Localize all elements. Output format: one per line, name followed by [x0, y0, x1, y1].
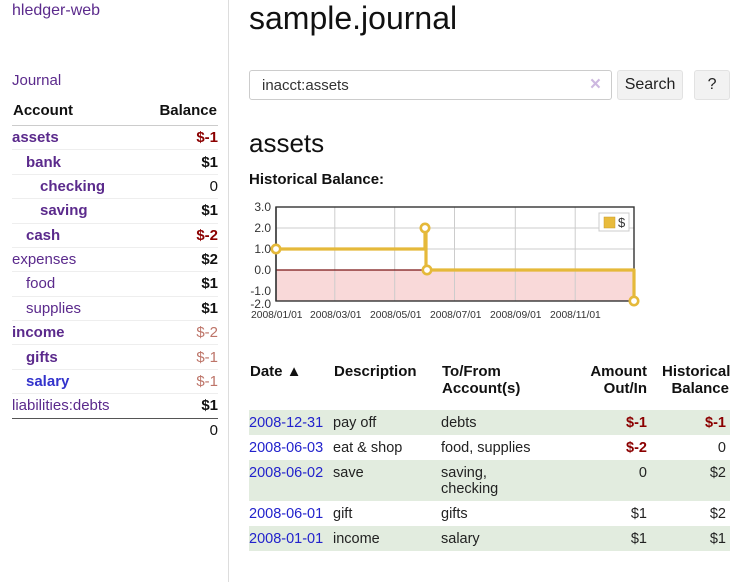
svg-text:3.0: 3.0	[254, 200, 271, 214]
svg-text:2008/05/01: 2008/05/01	[370, 310, 422, 320]
svg-text:2008/03/01: 2008/03/01	[310, 310, 362, 320]
svg-text:0.0: 0.0	[254, 263, 271, 277]
svg-text:2.0: 2.0	[254, 221, 271, 235]
svg-text:2008/01/01: 2008/01/01	[251, 310, 303, 320]
svg-text:-1.0: -1.0	[250, 284, 271, 298]
svg-text:-2.0: -2.0	[250, 297, 271, 311]
svg-text:2008/07/01: 2008/07/01	[430, 310, 482, 320]
svg-text:1.0: 1.0	[254, 242, 271, 256]
svg-text:2008/09/01: 2008/09/01	[490, 310, 542, 320]
svg-text:$: $	[618, 215, 626, 230]
svg-text:2008/11/01: 2008/11/01	[550, 310, 601, 320]
